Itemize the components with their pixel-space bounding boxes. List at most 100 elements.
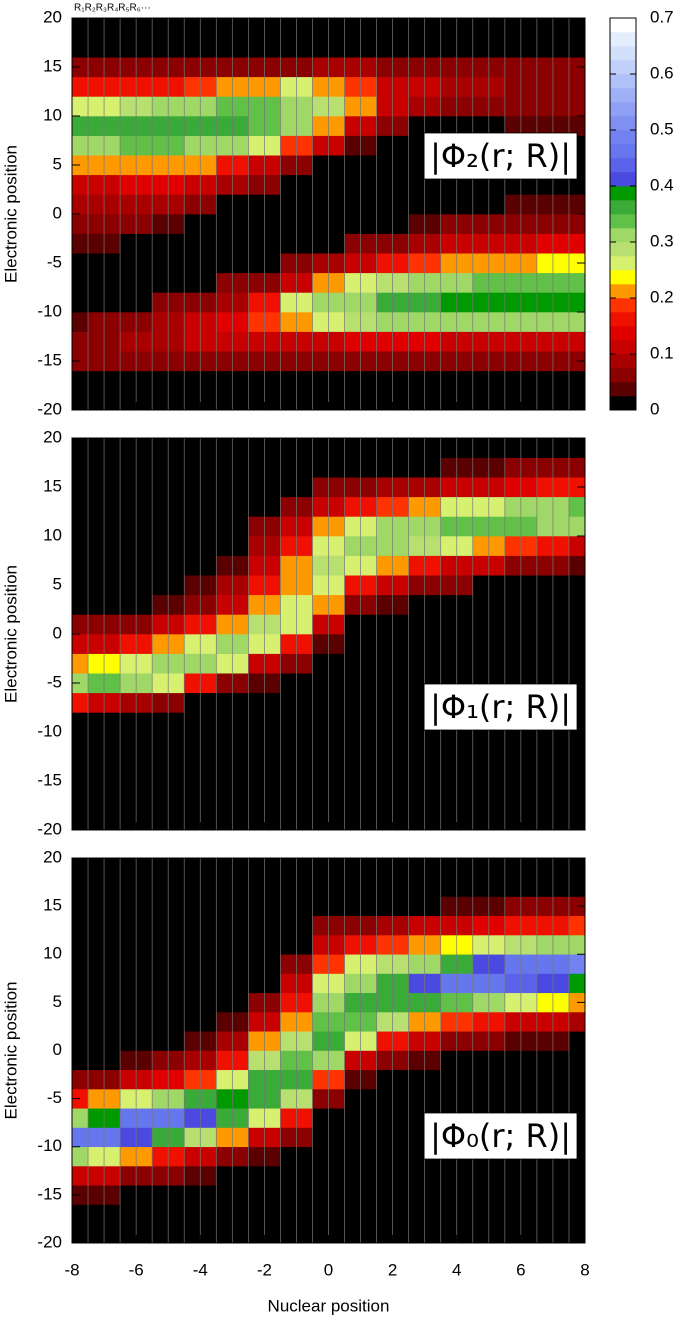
heatmap-cell (72, 751, 89, 772)
y-tick-label: -15 (37, 770, 62, 789)
heatmap-cell (568, 272, 585, 293)
heatmap-cell (568, 973, 585, 994)
heatmap-cell (568, 790, 585, 811)
colorbar-tick-label: 0.4 (650, 175, 674, 194)
y-tick-label: -5 (47, 252, 62, 271)
heatmap-cell (72, 116, 89, 136)
colorbar-band (610, 88, 636, 103)
colorbar-band (610, 354, 636, 369)
heatmap-cell (72, 555, 89, 576)
colorbar-band (610, 74, 636, 89)
heatmap-cell (568, 858, 585, 878)
colorbar-tick-label: 0.5 (650, 119, 674, 138)
heatmap-cell (72, 438, 89, 458)
heatmap-cell (568, 194, 585, 215)
colorbar-band (610, 312, 636, 327)
heatmap-cell (568, 214, 585, 234)
heatmap-cell (568, 370, 585, 391)
heatmap-cell (72, 155, 89, 176)
heatmap-cell (72, 457, 89, 478)
heatmap-cell (72, 973, 89, 994)
heatmap-cell (568, 634, 585, 654)
heatmap-cell (72, 1146, 89, 1167)
heatmap (72, 858, 585, 1243)
heatmap-cell (72, 516, 89, 537)
colorbar-band (610, 298, 636, 313)
x-axis-label: Nuclear position (268, 1296, 390, 1315)
colorbar-band (610, 60, 636, 75)
x-tick-label: 4 (452, 1260, 461, 1279)
colorbar-band (610, 144, 636, 159)
heatmap-cell (568, 331, 585, 352)
heatmap-cell (72, 18, 89, 38)
colorbar-band (610, 340, 636, 355)
colorbar-band (610, 46, 636, 61)
heatmap-cell (568, 896, 585, 917)
heatmap-cell (72, 96, 89, 117)
heatmap-cell (568, 496, 585, 517)
heatmap (72, 18, 585, 410)
colorbar-band (610, 186, 636, 201)
heatmap-cell (568, 1204, 585, 1225)
y-tick-label: -5 (47, 672, 62, 691)
y-tick-label: 10 (43, 944, 62, 963)
colorbar-frame (609, 17, 637, 411)
heatmap-cell (72, 351, 89, 372)
heatmap-cell (72, 292, 89, 313)
heatmap-cell (72, 858, 89, 878)
heatmap-cell (568, 253, 585, 274)
heatmap-cell (72, 135, 89, 156)
heatmap-cell (72, 370, 89, 391)
heatmap-cell (72, 174, 89, 195)
heatmap-cell (72, 312, 89, 332)
heatmap-cell (568, 954, 585, 974)
heatmap-cell (72, 1204, 89, 1225)
colorbar-band (610, 172, 636, 187)
x-tick-label: -4 (193, 1260, 208, 1279)
y-tick-label: 5 (53, 154, 62, 173)
colorbar-tick-label: 0.7 (650, 7, 674, 26)
y-tick-label: -10 (37, 721, 62, 740)
annotation: |Φ₀(r; R)| (430, 1117, 571, 1155)
colorbar-tick-label: 0.3 (650, 231, 674, 250)
colorbar-band (610, 228, 636, 243)
colorbar-tick-label: 0.2 (650, 287, 674, 306)
heatmap-cell (72, 1050, 89, 1071)
colorbar-band (610, 382, 636, 397)
heatmap-cell (72, 732, 89, 752)
heatmap-cell (72, 477, 89, 498)
x-tick-label: 0 (324, 1260, 333, 1279)
heatmap-cell (568, 18, 585, 38)
heatmap-cell (72, 37, 89, 58)
heatmap-cell (568, 1050, 585, 1071)
heatmap-cell (568, 536, 585, 556)
colorbar-band (610, 256, 636, 271)
heatmap-cell (72, 1089, 89, 1109)
y-tick-label: 15 (43, 476, 62, 495)
heatmap-cell (568, 751, 585, 772)
annotation-box (423, 1112, 578, 1160)
colorbar-tick-label: 0 (650, 399, 659, 418)
annotation: |Φ₂(r; R)| (430, 137, 571, 175)
heatmap-cell (72, 692, 89, 713)
y-tick-label: -5 (47, 1088, 62, 1107)
heatmap-cell (568, 653, 585, 674)
colorbar-band (610, 130, 636, 145)
heatmap-cell (72, 896, 89, 917)
heatmap-cell (72, 1031, 89, 1051)
heatmap-cell (568, 438, 585, 458)
y-tick-label: 5 (53, 574, 62, 593)
heatmap-cell (568, 1223, 585, 1243)
y-axis-label: Electronic position (1, 982, 20, 1120)
heatmap-cell (568, 516, 585, 537)
heatmap-cell (568, 292, 585, 313)
heatmap-cell (568, 575, 585, 596)
heatmap-cell (72, 1185, 89, 1205)
x-tick-label: 2 (388, 1260, 397, 1279)
heatmap-cell (568, 457, 585, 478)
heatmap-cell (72, 935, 89, 955)
heatmap-cell (72, 1069, 89, 1090)
heatmap-cell (568, 37, 585, 58)
heatmap-cell (568, 1185, 585, 1205)
